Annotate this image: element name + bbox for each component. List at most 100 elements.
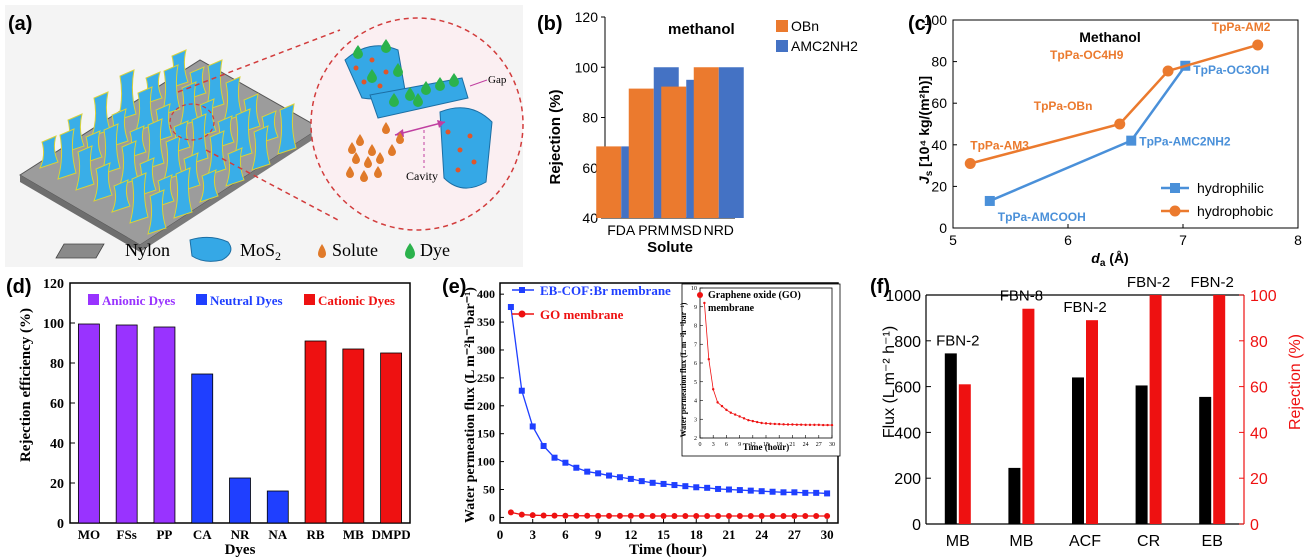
solute-drop [360,170,368,182]
f-y-tick-label-right: 100 [1250,288,1277,305]
inset-x-tick-label: 6 [725,442,728,448]
panel-c-xlabel-rest: (Å) [1105,250,1128,266]
panel-d-label: (d) [6,276,32,298]
panel-c-xlabel-main: d [1091,250,1100,266]
inset-title-line1: Graphene oxide (GO) [708,290,801,301]
e-point-go [573,512,580,519]
solute-dot [369,57,375,63]
mos2-sheet [93,162,113,202]
f-x-tick-label: CR [1137,533,1160,550]
inset-point [795,423,798,426]
solute-dot [457,147,463,153]
mos2-sheet [75,145,95,191]
legend-neutral-swatch [196,294,207,305]
c-y-tick-label: 100 [924,12,948,28]
mos2-sheet [91,91,111,137]
solute-drop [348,142,356,154]
d-x-tick-label: PP [156,527,172,542]
legend-cationic-text: Cationic Dyes [318,293,395,308]
d-y-tick-label: 80 [50,357,64,372]
legend-dye-text: Dye [420,240,450,260]
inset-point [778,422,781,426]
e-point-ebcof [824,490,831,497]
e-point-go [715,513,722,520]
inset-legend-marker [697,292,703,298]
e-x-tick-label: 15 [657,527,671,542]
f-bar-rejection [1022,308,1035,524]
inset-x-tick-label: 30 [829,442,835,448]
e-point-ebcof [551,454,558,461]
legend-hydrophilic-marker [1170,183,1180,193]
inset-point [716,401,719,404]
dye-drop [449,73,459,87]
e-point-ebcof [562,459,569,466]
f-bar-flux [1008,467,1021,524]
dye-drop [421,81,431,95]
inset-point [712,388,715,391]
solute-drop [356,134,364,146]
panel-f-ylabel-left: Flux (L m⁻² h⁻¹) [881,326,898,438]
solute-drop [396,132,404,144]
e-point-ebcof [747,487,754,494]
mos2-sheet [57,128,77,180]
panel-c-plot: 5 6 7 8020406080100TpPa-AMCOOHTpPa-AMC2NH2T… [924,12,1302,248]
e-y-tick-label: 400 [477,287,495,301]
e-point-go [780,513,787,520]
solute-dot [353,65,359,71]
panel-e-chart: (e) 0 3 6 9 12 15 18 21 24 27 30050100150200250300… [442,276,841,558]
b-x-tick-label: FDA [607,222,636,238]
inset-y-tick-label: 2 [694,436,697,442]
e-point-go [595,512,602,519]
inset-title-line2: membrane [708,303,755,314]
inset-y-tick-label: 7 [694,342,697,348]
inset-point [725,408,728,412]
panel-c-chart: (c) 5 6 7 8020406080100TpPa-AMCOOHTpPa-AMC2… [908,12,1302,269]
b-bar-obn [661,86,687,218]
d-x-tick-label: CA [193,527,212,542]
zoom-line-bottom [205,149,339,221]
e-point-go [813,513,820,520]
e-x-tick-label: 9 [595,527,602,542]
legend-go-text: GO membrane [540,307,624,322]
inset-x-tick-label: 15 [763,442,769,448]
solute-particles [346,57,477,182]
e-point-ebcof [780,489,787,496]
e-point-ebcof [507,304,514,310]
e-point-ebcof [671,482,678,489]
e-point-ebcof [595,470,602,477]
inset-y-tick-label: 4 [694,399,697,405]
dye-drop [381,39,391,53]
inset-x-tick-label: 18 [776,442,782,448]
panel-c-title: Methanol [1079,29,1140,45]
inset-point [800,423,803,426]
inset-ylabel: Water permeation flux (L m⁻²h⁻¹bar⁻¹) [679,302,688,437]
inset-point [703,301,706,305]
c-y-tick-label: 40 [931,137,947,153]
c-point-label: TpPa-AMCOOH [998,210,1086,224]
solute-drop [382,122,390,134]
e-y-tick-label: 0 [489,510,495,524]
legend-ebcof-marker [519,287,525,293]
c-point-label: TpPa-AMC2NH2 [1139,135,1231,149]
legend-amc2nh2-swatch [776,40,788,52]
gap-pointer [469,79,488,87]
mos2-sheet [277,103,297,155]
e-point-go [671,512,678,519]
f-bar-rejection [958,384,971,524]
e-x-tick-label: 12 [624,527,637,542]
e-point-go [518,511,525,518]
d-x-tick-label: NR [231,527,250,542]
c-point-hydrophobic [1252,39,1264,51]
e-point-go [758,513,765,520]
c-point-label: TpPa-OC4H9 [1050,48,1124,62]
inset-y-tick-label: 5 [694,380,697,386]
f-x-tick-label: ACF [1069,533,1101,550]
e-point-go [649,512,656,519]
e-point-ebcof [606,472,613,479]
e-point-ebcof [725,486,732,493]
solute-drop [368,144,376,156]
mos2-sheet [145,118,165,170]
inset-point [830,423,834,427]
d-y-tick-label: 0 [57,517,64,532]
f-y-tick-label-right: 60 [1250,380,1268,397]
